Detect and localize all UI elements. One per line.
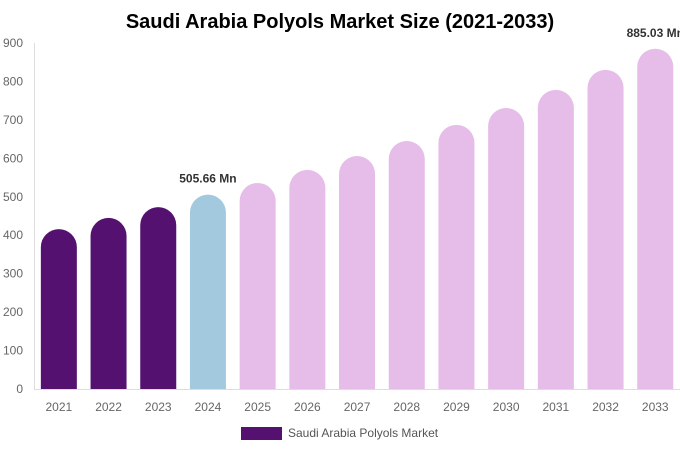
bar-2033 [637, 48, 674, 390]
x-tick-label: 2022 [95, 400, 122, 414]
data-label-2024: 505.66 Mn [179, 172, 236, 186]
bar-2029 [438, 124, 475, 390]
x-tick-label: 2030 [493, 400, 520, 414]
y-tick-label: 200 [3, 305, 23, 319]
x-tick-label: 2033 [642, 400, 669, 414]
y-tick-label: 400 [3, 228, 23, 242]
bar-2031 [537, 89, 574, 389]
x-tick-label: 2021 [45, 400, 72, 414]
y-tick-label: 100 [3, 344, 23, 358]
y-tick-label: 800 [3, 74, 23, 88]
bar-2023 [140, 207, 177, 389]
x-tick-label: 2029 [443, 400, 470, 414]
x-tick-label: 2031 [542, 400, 569, 414]
bar-2024 [189, 194, 226, 389]
bar-2030 [488, 107, 525, 389]
y-tick-label: 0 [16, 382, 23, 396]
bar-2025 [239, 182, 276, 389]
legend-label[interactable]: Saudi Arabia Polyols Market [288, 426, 439, 440]
bar-2028 [388, 141, 425, 389]
bar-2021 [40, 229, 77, 389]
legend-swatch [241, 427, 282, 440]
y-tick-label: 900 [3, 36, 23, 50]
x-tick-label: 2027 [344, 400, 371, 414]
chart-title: Saudi Arabia Polyols Market Size (2021-2… [126, 11, 554, 33]
bar-2026 [289, 169, 326, 389]
x-tick-label: 2023 [145, 400, 172, 414]
bar-2022 [90, 217, 127, 389]
y-tick-label: 600 [3, 151, 23, 165]
y-tick-label: 300 [3, 267, 23, 281]
data-label-2033: 885.03 Mn [627, 26, 680, 40]
x-tick-label: 2025 [244, 400, 271, 414]
x-tick-label: 2024 [195, 400, 222, 414]
x-tick-label: 2032 [592, 400, 619, 414]
bar-2027 [339, 156, 376, 389]
y-tick-label: 500 [3, 190, 23, 204]
y-tick-label: 700 [3, 113, 23, 127]
bar-2032 [587, 69, 624, 390]
x-tick-label: 2026 [294, 400, 321, 414]
x-tick-label: 2028 [393, 400, 420, 414]
